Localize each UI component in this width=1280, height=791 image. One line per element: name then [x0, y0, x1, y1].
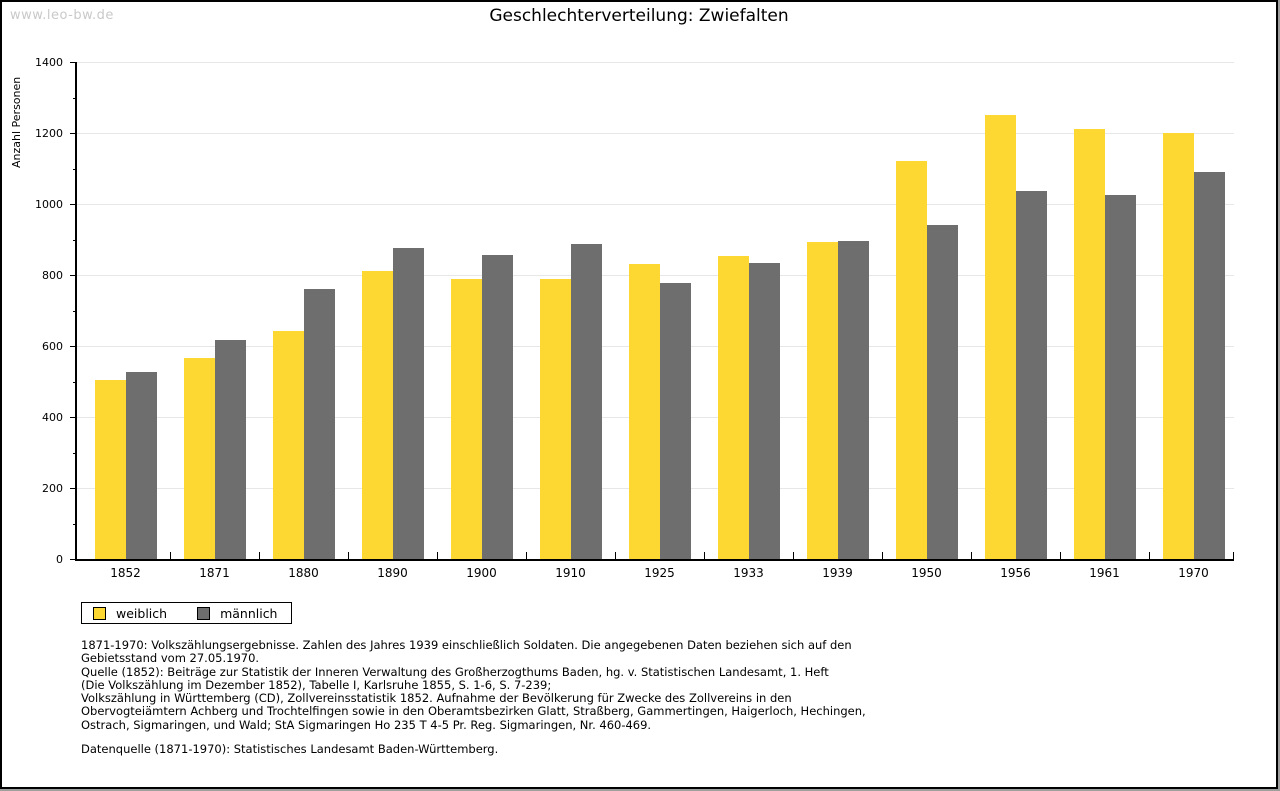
- x-boundary-tick-6: [615, 552, 616, 559]
- x-boundary-tick-8: [793, 552, 794, 559]
- notes-block: 1871-1970: Volkszählungsergebnisse. Zahl…: [81, 638, 866, 732]
- bar-weiblich-1910: [539, 279, 571, 559]
- y-tick-1000: [70, 204, 77, 205]
- maennlich-swatch: [197, 606, 211, 620]
- source-notes: 1871-1970: Volkszählungsergebnisse. Zahl…: [81, 638, 866, 757]
- legend: weiblich männlich: [81, 602, 293, 624]
- note-line-5: Volkszählung in Württemberg (CD), Zollve…: [81, 691, 792, 706]
- bar-männlich-1852: [125, 371, 157, 559]
- x-tick-label-1925: 1925: [644, 566, 675, 580]
- bar-weiblich-1890: [361, 270, 393, 559]
- x-boundary-tick-3: [348, 552, 349, 559]
- note-line-3: Quelle (1852): Beiträge zur Statistik de…: [81, 664, 829, 679]
- gridline-1200: [77, 133, 1234, 134]
- x-boundary-tick-11: [1060, 552, 1061, 559]
- x-tick-label-1950: 1950: [911, 566, 942, 580]
- x-boundary-tick-end: [1233, 552, 1234, 559]
- bar-männlich-1910: [570, 243, 602, 559]
- x-tick-label-1900: 1900: [466, 566, 497, 580]
- bar-männlich-1939: [837, 240, 869, 559]
- y-tick-800: [70, 275, 77, 276]
- legend-label-weiblich: weiblich: [116, 605, 168, 621]
- y-tick-label-400: 400: [42, 410, 63, 424]
- bar-männlich-1970: [1193, 172, 1225, 559]
- bar-weiblich-1950: [895, 161, 927, 559]
- x-tick-label-1890: 1890: [377, 566, 408, 580]
- x-tick-label-1880: 1880: [288, 566, 319, 580]
- bar-männlich-1871: [214, 339, 246, 559]
- note-line-4: (Die Volkszählung im Dezember 1852), Tab…: [81, 677, 552, 692]
- bar-weiblich-1880: [272, 331, 304, 559]
- x-boundary-tick-4: [437, 552, 438, 559]
- bar-männlich-1933: [748, 262, 780, 559]
- x-boundary-tick-5: [526, 552, 527, 559]
- x-tick-label-1956: 1956: [1000, 566, 1031, 580]
- y-tick-1200: [70, 133, 77, 134]
- x-boundary-tick-7: [704, 552, 705, 559]
- bar-männlich-1956: [1015, 190, 1047, 559]
- x-tick-label-1961: 1961: [1089, 566, 1120, 580]
- x-boundary-tick-12: [1149, 552, 1150, 559]
- x-boundary-tick-2: [259, 552, 260, 559]
- bar-männlich-1880: [303, 289, 335, 559]
- bar-weiblich-1925: [628, 264, 660, 559]
- y-tick-label-600: 600: [42, 339, 63, 353]
- data-source-line: Datenquelle (1871-1970): Statistisches L…: [81, 742, 499, 757]
- bar-weiblich-1933: [717, 256, 749, 559]
- chart-title: Geschlechterverteilung: Zwiefalten: [489, 6, 789, 26]
- bar-weiblich-1970: [1162, 133, 1194, 559]
- bar-weiblich-1956: [984, 115, 1016, 559]
- weiblich-swatch: [93, 606, 106, 620]
- y-tick-label-1400: 1400: [35, 55, 63, 69]
- y-tick-label-1000: 1000: [35, 197, 63, 211]
- x-tick-label-1939: 1939: [822, 566, 853, 580]
- y-tick-label-800: 800: [42, 268, 63, 282]
- plot-area: [75, 62, 1234, 561]
- x-axis-labels: 1852 1871 1880 1890 1900 1910 1925 1933 1939 1950…: [77, 566, 1234, 584]
- bar-männlich-1900: [481, 255, 513, 559]
- bar-männlich-1925: [659, 283, 691, 559]
- bar-männlich-1950: [926, 224, 958, 559]
- bar-weiblich-1852: [94, 379, 126, 559]
- y-tick-label-0: 0: [56, 552, 63, 566]
- y-tick-0: [70, 559, 77, 560]
- legend-label-maennlich: männlich: [220, 605, 278, 621]
- x-tick-label-1933: 1933: [733, 566, 764, 580]
- bar-weiblich-1939: [806, 242, 838, 559]
- note-line-7: Ostrach, Sigmaringen, und Wald; StA Sigm…: [81, 717, 652, 732]
- x-tick-label-1852: 1852: [110, 566, 141, 580]
- y-axis: 0 200 400 600 800 1000 1200 1400: [2, 56, 77, 566]
- note-line-2: Gebietsstand vom 27.05.1970.: [81, 651, 260, 666]
- watermark: www.leo-bw.de: [10, 8, 114, 23]
- y-tick-600: [70, 346, 77, 347]
- legend-item-maennlich: männlich: [197, 606, 277, 621]
- gridline-1000: [77, 204, 1234, 205]
- y-tick-1400: [70, 62, 77, 63]
- x-boundary-tick-1: [170, 552, 171, 559]
- x-tick-label-1910: 1910: [555, 566, 586, 580]
- bar-männlich-1890: [392, 248, 424, 559]
- note-line-6: Obervogteiämtern Achberg und Trochtelfin…: [81, 704, 866, 719]
- y-tick-200: [70, 488, 77, 489]
- y-tick-label-200: 200: [42, 481, 63, 495]
- gridline-1400: [77, 62, 1234, 63]
- bar-weiblich-1871: [183, 357, 215, 559]
- x-boundary-tick-10: [971, 552, 972, 559]
- x-boundary-tick-9: [882, 552, 883, 559]
- bar-weiblich-1900: [450, 278, 482, 559]
- y-tick-400: [70, 417, 77, 418]
- note-line-1: 1871-1970: Volkszählungsergebnisse. Zahl…: [81, 638, 852, 652]
- y-tick-label-1200: 1200: [35, 126, 63, 140]
- bar-männlich-1961: [1104, 195, 1136, 559]
- x-tick-label-1970: 1970: [1178, 566, 1209, 580]
- x-tick-label-1871: 1871: [199, 566, 230, 580]
- bar-weiblich-1961: [1073, 128, 1105, 559]
- legend-item-weiblich: weiblich: [93, 606, 167, 621]
